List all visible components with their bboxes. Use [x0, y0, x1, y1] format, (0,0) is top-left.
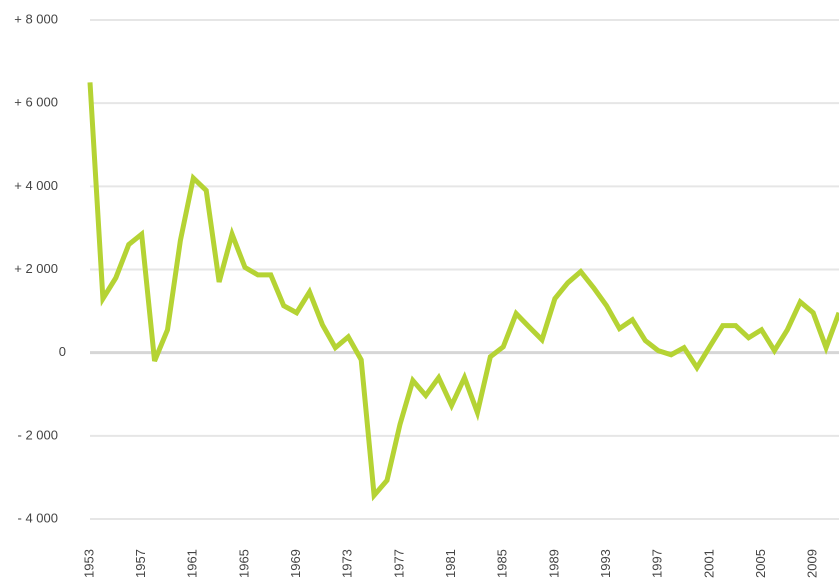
x-tick-label: 1965	[236, 549, 251, 578]
x-tick-label: 1961	[185, 549, 200, 578]
x-tick-label: 2009	[805, 549, 820, 578]
x-tick-label: 1985	[495, 549, 510, 578]
x-tick-label: 1981	[443, 549, 458, 578]
y-tick-label: + 4 000	[14, 178, 58, 193]
x-tick-label: 1953	[81, 549, 96, 578]
x-tick-label: 2001	[701, 549, 716, 578]
y-tick-label: - 4 000	[18, 510, 58, 525]
y-tick-label: + 2 000	[14, 261, 58, 276]
line	[87, 82, 839, 502]
x-tick-label: 1957	[133, 549, 148, 578]
y-tick-label: 0	[59, 344, 66, 359]
x-tick-label: 1977	[391, 549, 406, 578]
x-tick-label: 1969	[288, 549, 303, 578]
x-tick-label: 1997	[650, 549, 665, 578]
x-tick-label: 1973	[340, 549, 355, 578]
y-tick-label: + 6 000	[14, 95, 58, 110]
y-tick-label: + 8 000	[14, 11, 58, 26]
x-tick-label: 2005	[753, 549, 768, 578]
x-tick-label: 1989	[546, 549, 561, 578]
y-tick-label: - 2 000	[18, 427, 58, 442]
x-tick-label: 1993	[598, 549, 613, 578]
